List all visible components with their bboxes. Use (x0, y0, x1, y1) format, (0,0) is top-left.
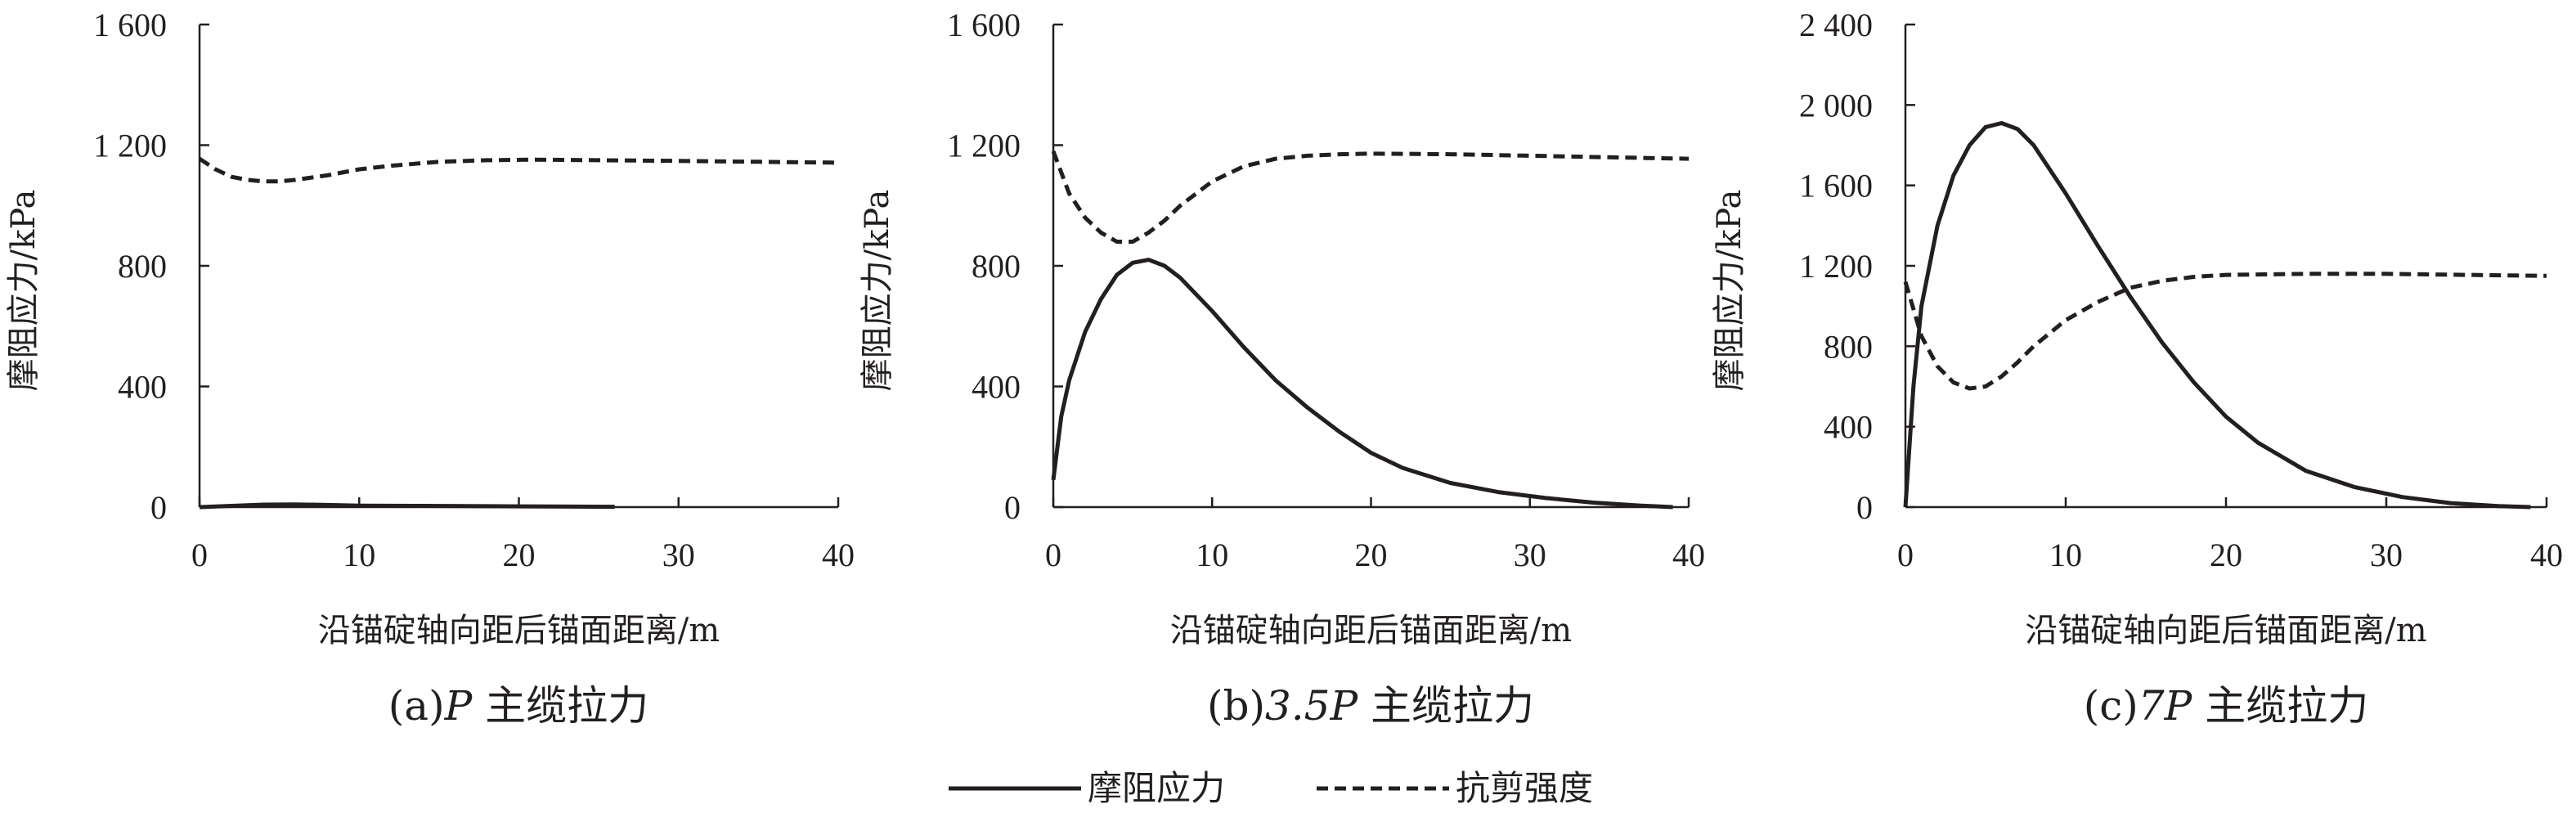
caption-load: P (444, 682, 473, 730)
y-tick-label: 1 600 (947, 7, 1021, 43)
x-tick-label: 10 (343, 537, 375, 573)
y-tick-label: 800 (1824, 328, 1873, 365)
caption-suffix: 主缆拉力 (2192, 682, 2368, 730)
x-tick-label: 20 (2210, 537, 2242, 573)
caption-prefix: (b) (1207, 682, 1265, 730)
caption-load: 7P (2138, 682, 2193, 730)
y-tick-label: 1 600 (93, 7, 167, 43)
series-line-friction-stress (199, 502, 615, 510)
panel-caption: (c)7P 主缆拉力 (2084, 682, 2368, 730)
panel-caption: (b)3.5P 主缆拉力 (1207, 682, 1534, 730)
caption-prefix: (c) (2084, 682, 2138, 730)
x-tick-label: 40 (822, 537, 855, 573)
y-axis-title: 摩阻应力/kPa (5, 190, 43, 392)
legend-label: 抗剪强度 (1456, 768, 1593, 808)
x-tick-label: 40 (2530, 537, 2563, 573)
series-line-friction-stress (1051, 258, 1673, 510)
chart-panel: 0 400 800 1 200 1 600 0 10 20 30 40 摩阻应力/kPa 沿锚碇轴向距… (5, 7, 855, 730)
chart-panel: 0 400 800 1 200 1 600 2 000 2 400 0 10 20 30 40 摩阻应力… (1711, 7, 2563, 730)
legend-label: 摩阻应力 (1088, 768, 1225, 808)
series-line-shear-strength (198, 157, 839, 184)
x-tick-label: 30 (2370, 537, 2403, 573)
caption-suffix: 主缆拉力 (1358, 682, 1534, 730)
y-tick-label: 0 (1004, 489, 1021, 526)
caption-load: 3.5P (1265, 682, 1359, 730)
x-tick-label: 20 (503, 537, 536, 573)
y-tick-label: 800 (972, 248, 1021, 285)
x-tick-label: 20 (1355, 537, 1388, 573)
y-tick-label: 0 (1856, 489, 1873, 526)
y-tick-label: 1 200 (947, 128, 1021, 164)
y-tick-label: 0 (150, 489, 167, 526)
chart-panel: 0 400 800 1 200 1 600 0 10 20 30 40 摩阻应力/kPa 沿锚碇轴向距… (859, 7, 1705, 730)
caption-prefix: (a) (388, 682, 445, 730)
x-tick-label: 30 (662, 537, 695, 573)
y-tick-label: 400 (118, 369, 167, 406)
y-tick-label: 2 400 (1799, 7, 1873, 43)
series-line-shear-strength (1051, 150, 1690, 244)
y-tick-label: 400 (1824, 409, 1873, 446)
x-tick-label: 10 (1196, 537, 1228, 573)
y-tick-label: 2 000 (1799, 87, 1873, 124)
y-tick-label: 1 200 (1799, 248, 1873, 285)
y-tick-label: 400 (972, 369, 1021, 406)
x-tick-label: 0 (1897, 537, 1914, 573)
x-axis-title: 沿锚碇轴向距后锚面距离/m (2025, 612, 2426, 649)
y-axis-title: 摩阻应力/kPa (1711, 190, 1748, 392)
x-tick-label: 10 (2049, 537, 2082, 573)
x-tick-label: 0 (1045, 537, 1061, 573)
panel-caption: (a)P 主缆拉力 (388, 682, 648, 730)
y-tick-label: 800 (118, 248, 167, 285)
series-line-friction-stress (1903, 121, 2531, 510)
caption-suffix: 主缆拉力 (472, 682, 648, 730)
x-tick-label: 0 (191, 537, 208, 573)
y-tick-label: 1 600 (1799, 168, 1873, 204)
y-tick-label: 1 200 (93, 128, 167, 164)
series-line-shear-strength (1903, 272, 2547, 391)
x-tick-label: 40 (1672, 537, 1705, 573)
x-axis-title: 沿锚碇轴向距后锚面距离/m (318, 612, 720, 649)
x-tick-label: 30 (1514, 537, 1546, 573)
x-axis-title: 沿锚碇轴向距后锚面距离/m (1170, 612, 1572, 649)
y-axis-title: 摩阻应力/kPa (859, 190, 896, 392)
legend: 摩阻应力 抗剪强度 (949, 768, 1593, 808)
